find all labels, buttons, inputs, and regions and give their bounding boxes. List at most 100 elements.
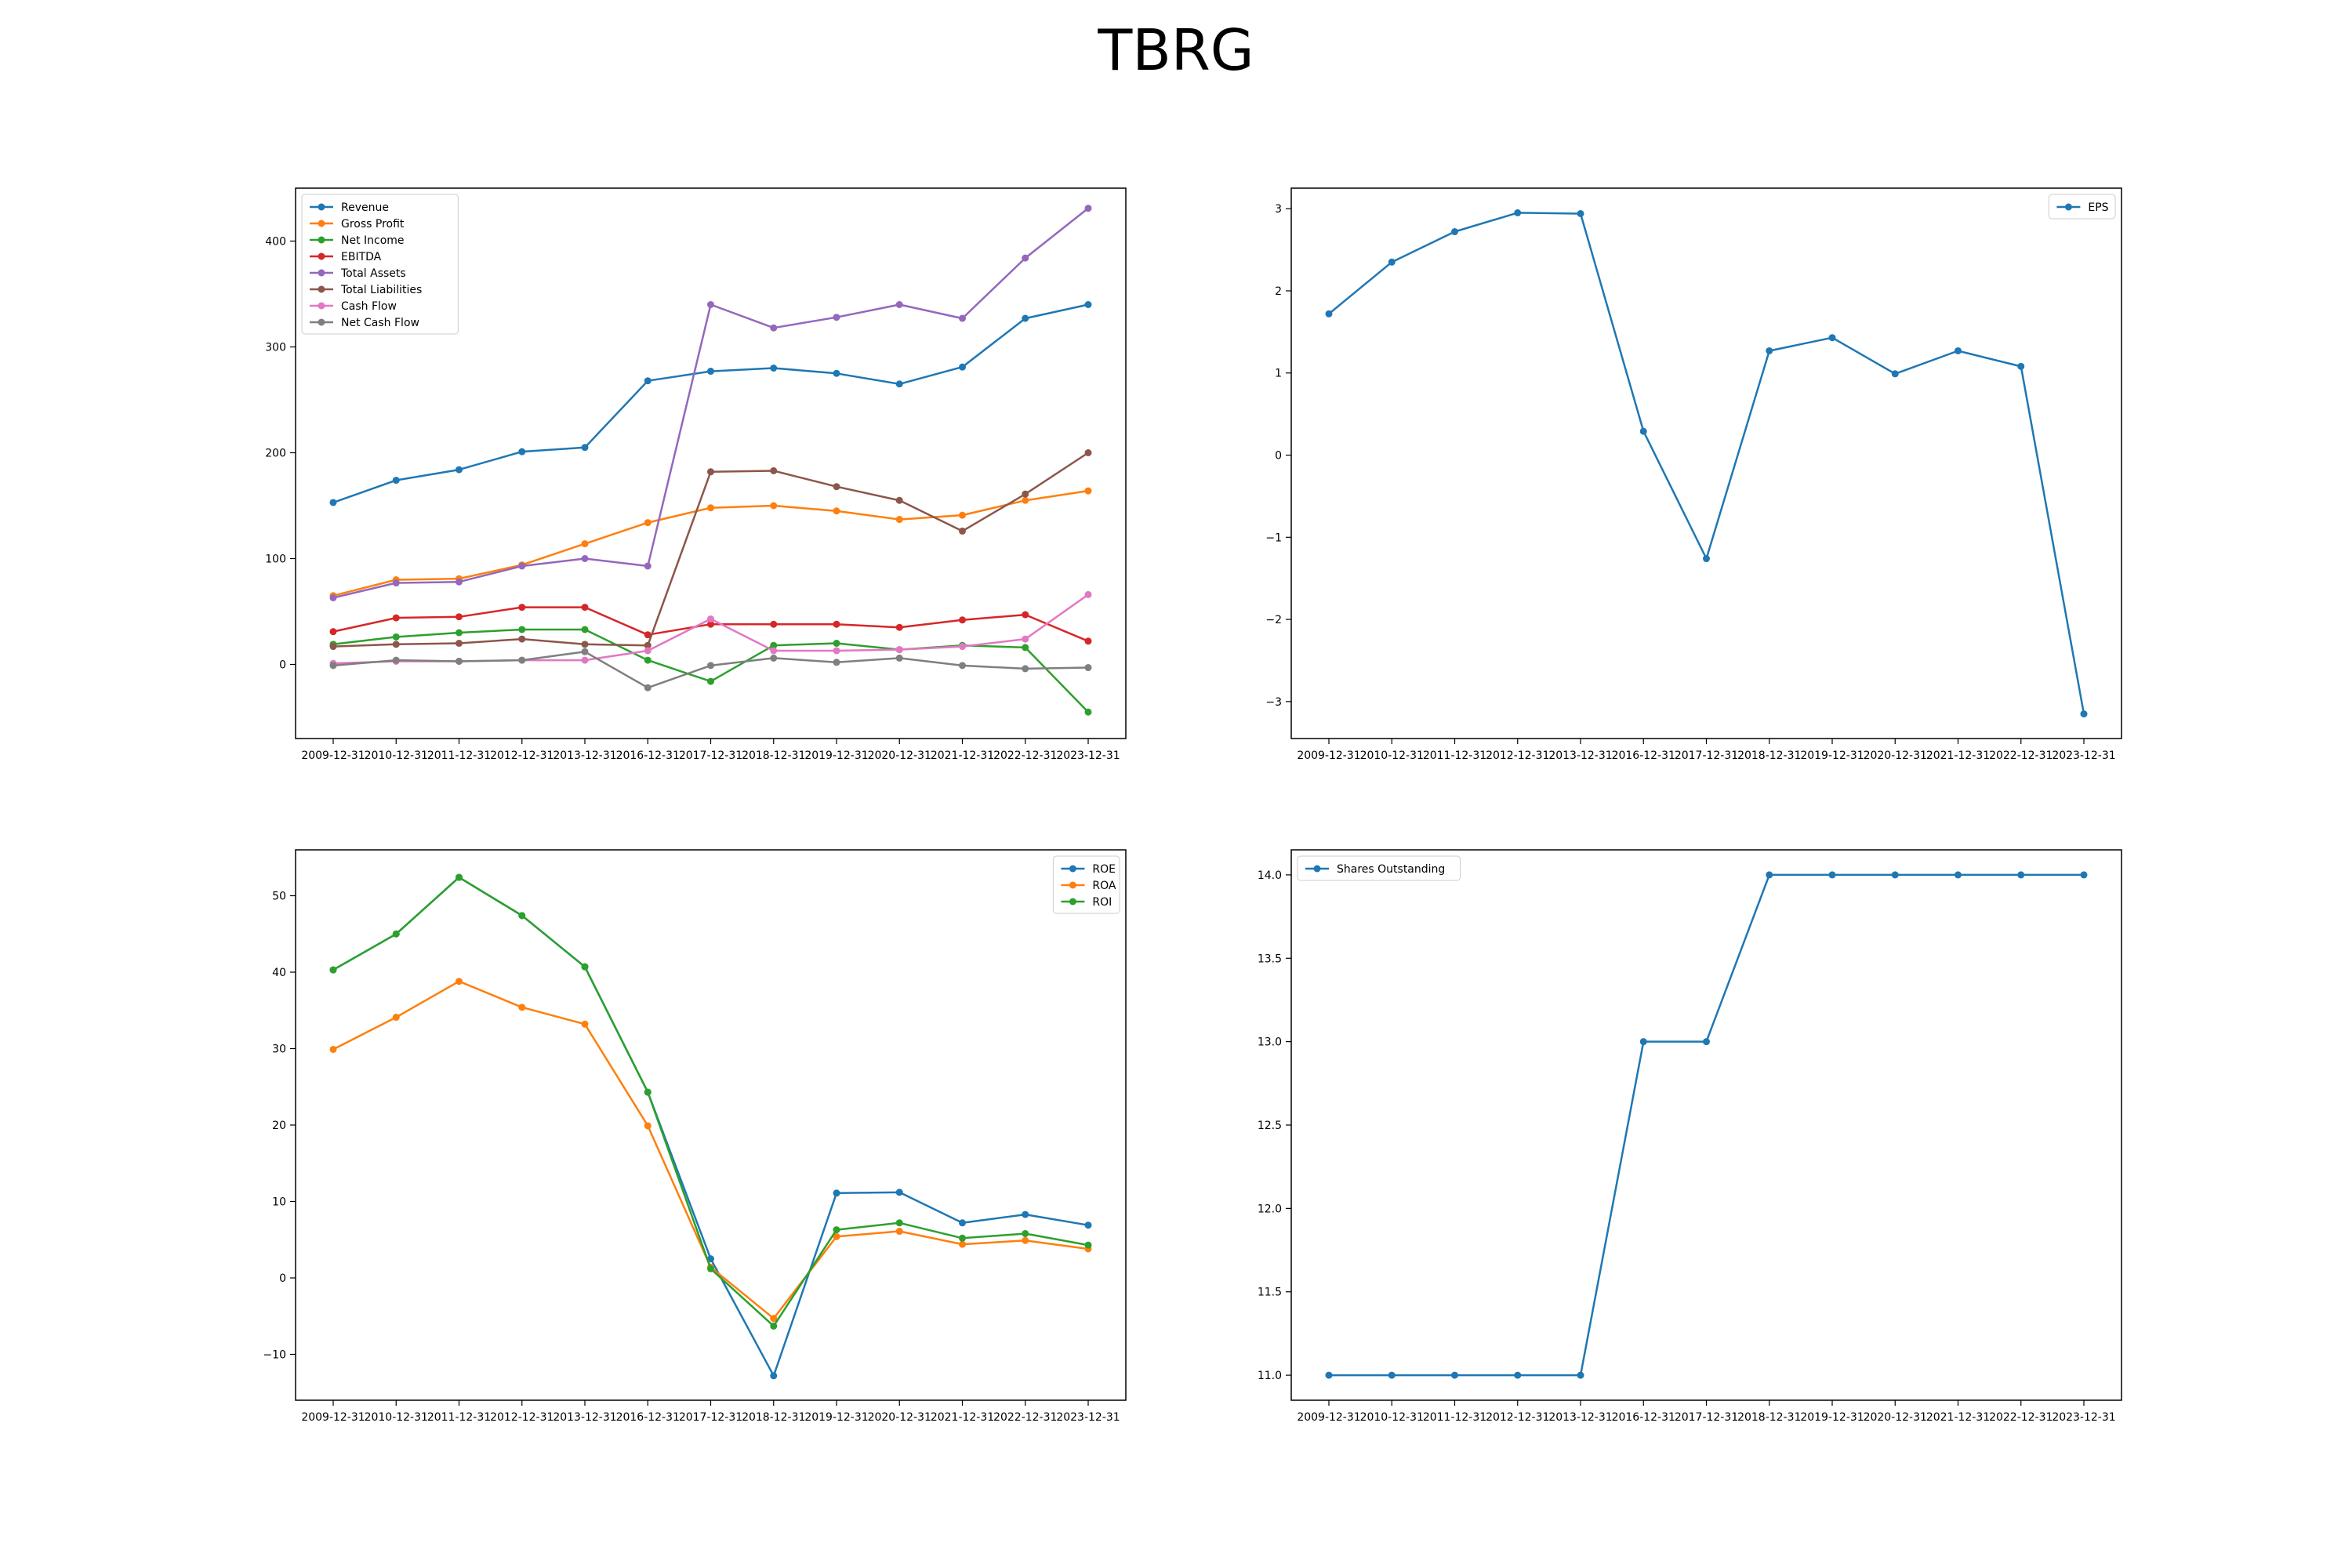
data-point-cash-flow <box>1022 635 1029 643</box>
data-point-ebitda <box>581 604 589 612</box>
data-point-roe <box>833 1189 840 1197</box>
y-tick-label: 1 <box>1275 368 1282 380</box>
data-point-roi <box>833 1226 840 1234</box>
y-tick-label: 50 <box>272 891 286 903</box>
legend-marker <box>318 318 325 326</box>
data-point-total-liabilities <box>1084 449 1092 456</box>
data-point-roi <box>518 912 526 920</box>
data-point-ebitda <box>644 631 652 639</box>
x-tick-label: 2012-12-31 <box>490 1411 554 1424</box>
x-tick-label: 2020-12-31 <box>1864 750 1927 762</box>
y-tick-label: −10 <box>263 1349 286 1362</box>
data-point-eps <box>1388 258 1396 266</box>
data-point-gross-profit <box>959 511 966 519</box>
data-point-net-income <box>707 677 714 685</box>
data-point-net-cash-flow <box>833 659 840 666</box>
data-point-roa <box>329 1045 337 1053</box>
data-point-roe <box>895 1189 903 1196</box>
data-point-total-assets <box>959 314 966 322</box>
data-point-eps <box>1955 347 1962 354</box>
legend-marker <box>1069 898 1076 906</box>
legend: Shares Outstanding <box>1297 855 1461 881</box>
legend-box <box>1297 855 1461 881</box>
data-point-total-liabilities <box>581 641 589 648</box>
x-tick-label: 2011-12-31 <box>1423 1411 1486 1424</box>
data-point-shares-outstanding <box>1766 871 1773 879</box>
x-tick-label: 2017-12-31 <box>1675 750 1738 762</box>
data-point-net-cash-flow <box>770 654 778 662</box>
data-point-total-assets <box>1084 205 1092 212</box>
x-tick-label: 2016-12-31 <box>1612 750 1675 762</box>
legend-box <box>2048 194 2116 220</box>
legend-marker <box>1069 881 1076 889</box>
x-tick-label: 2022-12-31 <box>1989 1411 2053 1424</box>
x-tick-label: 2013-12-31 <box>1548 1411 1612 1424</box>
x-tick-label: 2018-12-31 <box>742 1411 805 1424</box>
data-point-eps <box>2080 710 2088 718</box>
data-point-shares-outstanding <box>1955 871 1962 879</box>
legend-marker <box>318 220 325 227</box>
data-point-total-liabilities <box>329 643 337 651</box>
x-tick-label: 2017-12-31 <box>1675 1411 1738 1424</box>
data-point-total-assets <box>895 301 903 308</box>
x-tick-label: 2022-12-31 <box>1989 750 2053 762</box>
legend-label: EPS <box>2088 201 2108 214</box>
y-tick-label: 40 <box>272 967 286 979</box>
data-point-eps <box>1703 555 1710 563</box>
data-point-roi <box>959 1234 966 1242</box>
data-point-total-assets <box>518 562 526 570</box>
data-point-net-cash-flow <box>456 657 463 665</box>
data-point-revenue <box>895 380 903 388</box>
data-point-net-cash-flow <box>392 656 400 664</box>
financials-chart: 0 100 200 300 400 2009-12-312010-12-312011-12… <box>265 187 1127 762</box>
data-point-ebitda <box>833 620 840 628</box>
data-point-ebitda <box>770 620 778 628</box>
data-point-gross-profit <box>833 507 840 515</box>
data-point-cash-flow <box>959 643 966 651</box>
data-point-total-liabilities <box>518 635 526 643</box>
legend-marker <box>318 285 325 293</box>
data-point-total-assets <box>833 314 840 321</box>
legend-label: Total Assets <box>340 267 406 280</box>
x-tick-label: 2013-12-31 <box>553 750 616 762</box>
data-point-revenue <box>707 368 714 376</box>
eps-chart: −3 −2 −1 0 1 2 3 2009-12-312010-12-312011-12-31… <box>1265 187 2122 762</box>
x-tick-label: 2009-12-31 <box>301 1411 365 1424</box>
data-point-revenue <box>581 444 589 452</box>
legend-marker <box>318 269 325 277</box>
data-point-ebitda <box>329 628 337 636</box>
x-tick-label: 2018-12-31 <box>742 750 805 762</box>
page-title: TBRG <box>1098 17 1254 83</box>
data-point-gross-profit <box>895 516 903 524</box>
data-point-net-cash-flow <box>581 648 589 655</box>
data-point-revenue <box>644 377 652 385</box>
x-tick-label: 2012-12-31 <box>1486 750 1549 762</box>
data-point-roa <box>581 1020 589 1028</box>
data-point-total-liabilities <box>456 640 463 647</box>
x-tick-label: 2013-12-31 <box>553 1411 616 1424</box>
y-tick-label: 12.0 <box>1258 1203 1282 1215</box>
data-point-roa <box>959 1240 966 1248</box>
y-tick-label: 400 <box>265 236 286 249</box>
legend-label: Total Liabilities <box>340 284 422 296</box>
x-tick-label: 2021-12-31 <box>1926 1411 1990 1424</box>
data-point-ebitda <box>1084 637 1092 645</box>
data-point-net-income <box>1084 708 1092 716</box>
x-tick-label: 2020-12-31 <box>1864 1411 1927 1424</box>
y-tick-label: 14.0 <box>1258 869 1282 882</box>
data-point-revenue <box>770 365 778 372</box>
legend-marker <box>318 252 325 260</box>
data-point-shares-outstanding <box>2017 871 2025 879</box>
data-point-roi <box>770 1322 778 1330</box>
y-tick-label: 300 <box>265 342 286 354</box>
data-point-net-cash-flow <box>959 662 966 670</box>
data-point-roe <box>770 1372 778 1380</box>
y-tick-label: 3 <box>1275 203 1282 216</box>
data-point-ebitda <box>959 616 966 624</box>
data-point-roi <box>707 1265 714 1272</box>
data-point-net-income <box>456 629 463 637</box>
data-point-roe <box>707 1255 714 1263</box>
x-tick-label: 2021-12-31 <box>1926 750 1990 762</box>
data-point-shares-outstanding <box>1325 1371 1333 1379</box>
